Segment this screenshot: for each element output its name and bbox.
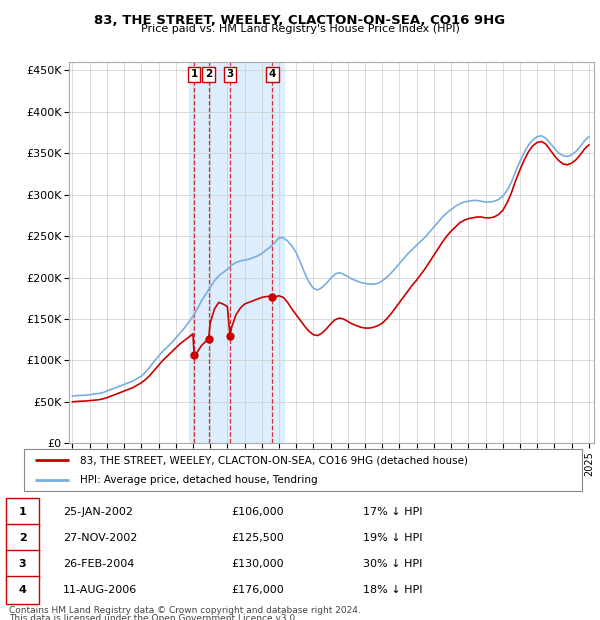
Text: This data is licensed under the Open Government Licence v3.0.: This data is licensed under the Open Gov… — [9, 614, 298, 620]
Text: £125,500: £125,500 — [231, 533, 284, 543]
Text: 1: 1 — [191, 69, 198, 79]
Text: 26-FEB-2004: 26-FEB-2004 — [63, 559, 134, 569]
Text: 4: 4 — [19, 585, 26, 595]
Bar — [190, 62, 284, 443]
Text: 18% ↓ HPI: 18% ↓ HPI — [363, 585, 422, 595]
Text: Price paid vs. HM Land Registry's House Price Index (HPI): Price paid vs. HM Land Registry's House … — [140, 24, 460, 33]
Text: 2: 2 — [205, 69, 212, 79]
Text: HPI: Average price, detached house, Tendring: HPI: Average price, detached house, Tend… — [80, 475, 317, 485]
Text: 27-NOV-2002: 27-NOV-2002 — [63, 533, 137, 543]
Text: 25-JAN-2002: 25-JAN-2002 — [63, 507, 133, 517]
Text: 1: 1 — [19, 507, 26, 517]
Text: £130,000: £130,000 — [231, 559, 284, 569]
Text: £106,000: £106,000 — [231, 507, 284, 517]
Text: 17% ↓ HPI: 17% ↓ HPI — [363, 507, 422, 517]
Text: 19% ↓ HPI: 19% ↓ HPI — [363, 533, 422, 543]
Text: 3: 3 — [19, 559, 26, 569]
Text: 11-AUG-2006: 11-AUG-2006 — [63, 585, 137, 595]
Text: Contains HM Land Registry data © Crown copyright and database right 2024.: Contains HM Land Registry data © Crown c… — [9, 606, 361, 616]
Text: 83, THE STREET, WEELEY, CLACTON-ON-SEA, CO16 9HG: 83, THE STREET, WEELEY, CLACTON-ON-SEA, … — [94, 14, 506, 27]
Text: 2: 2 — [19, 533, 26, 543]
Text: 4: 4 — [269, 69, 276, 79]
FancyBboxPatch shape — [24, 449, 582, 491]
Text: 30% ↓ HPI: 30% ↓ HPI — [363, 559, 422, 569]
Text: 3: 3 — [226, 69, 233, 79]
Text: 83, THE STREET, WEELEY, CLACTON-ON-SEA, CO16 9HG (detached house): 83, THE STREET, WEELEY, CLACTON-ON-SEA, … — [80, 455, 468, 465]
Text: £176,000: £176,000 — [231, 585, 284, 595]
